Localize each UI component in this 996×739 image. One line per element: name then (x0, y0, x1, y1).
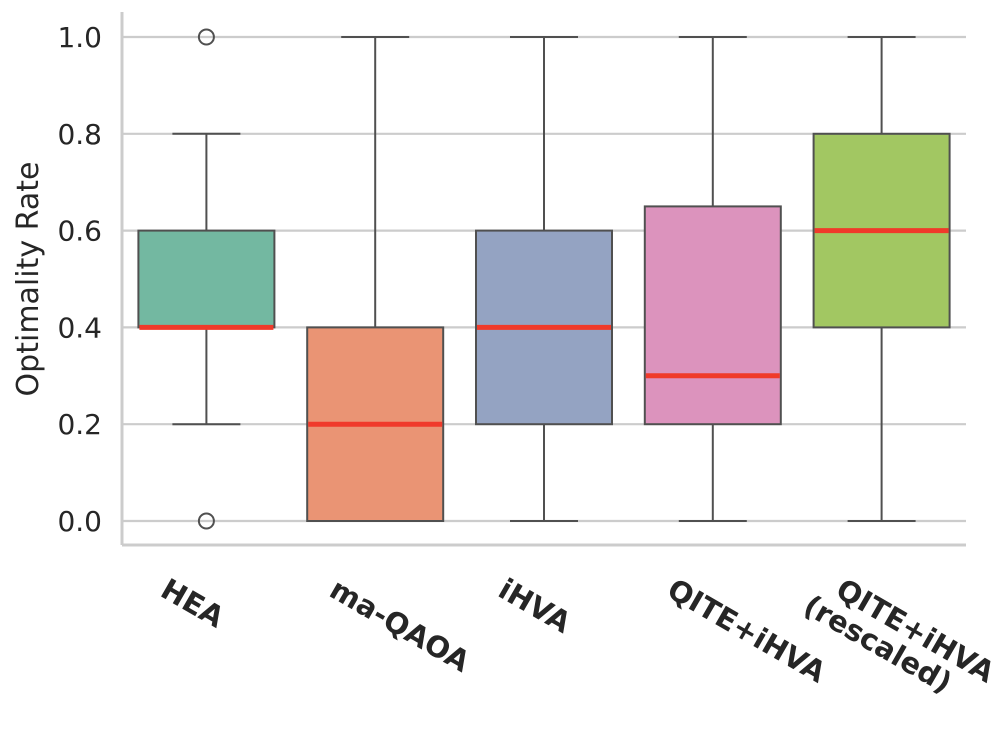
box-group (475, 36, 613, 522)
y-tick-label: 0.2 (57, 408, 102, 441)
x-tick-label-line: HEA (155, 572, 230, 635)
y-tick-label: 0.8 (57, 118, 102, 151)
outlier-point (197, 28, 215, 46)
x-tick-label: QITE+iHVA(rescaled) (798, 562, 996, 716)
y-tick-label: 1.0 (57, 21, 102, 54)
axes (120, 12, 966, 547)
box-group (137, 28, 276, 530)
y-tick-label: 0.6 (57, 215, 102, 248)
boxes (137, 28, 951, 530)
x-tick-label: iHVA (493, 572, 577, 640)
outlier-point (197, 512, 215, 530)
x-tick-labels: HEA ma-QAOA iHVA QITE+iHVAQITE+iHVA(rescale… (155, 562, 996, 716)
box (643, 205, 782, 426)
y-tick-labels: 0.0 0.2 0.4 0.6 0.8 1.0 (57, 21, 102, 538)
y-tick-label: 0.0 (57, 505, 102, 538)
box-group (306, 36, 445, 522)
y-axis-label: Optimality Rate (11, 162, 46, 397)
box-group (812, 36, 951, 522)
box (137, 229, 276, 329)
x-tick-label-line: QITE+iHVA (662, 572, 832, 690)
x-tick-label-line: iHVA (493, 572, 577, 640)
box-group (643, 36, 782, 522)
y-tick-label: 0.4 (57, 311, 102, 344)
x-tick-label: QITE+iHVA (662, 572, 832, 690)
x-tick-label: HEA (155, 572, 230, 635)
x-tick-label: ma-QAOA (324, 572, 476, 679)
x-tick-label-line: ma-QAOA (324, 572, 476, 679)
